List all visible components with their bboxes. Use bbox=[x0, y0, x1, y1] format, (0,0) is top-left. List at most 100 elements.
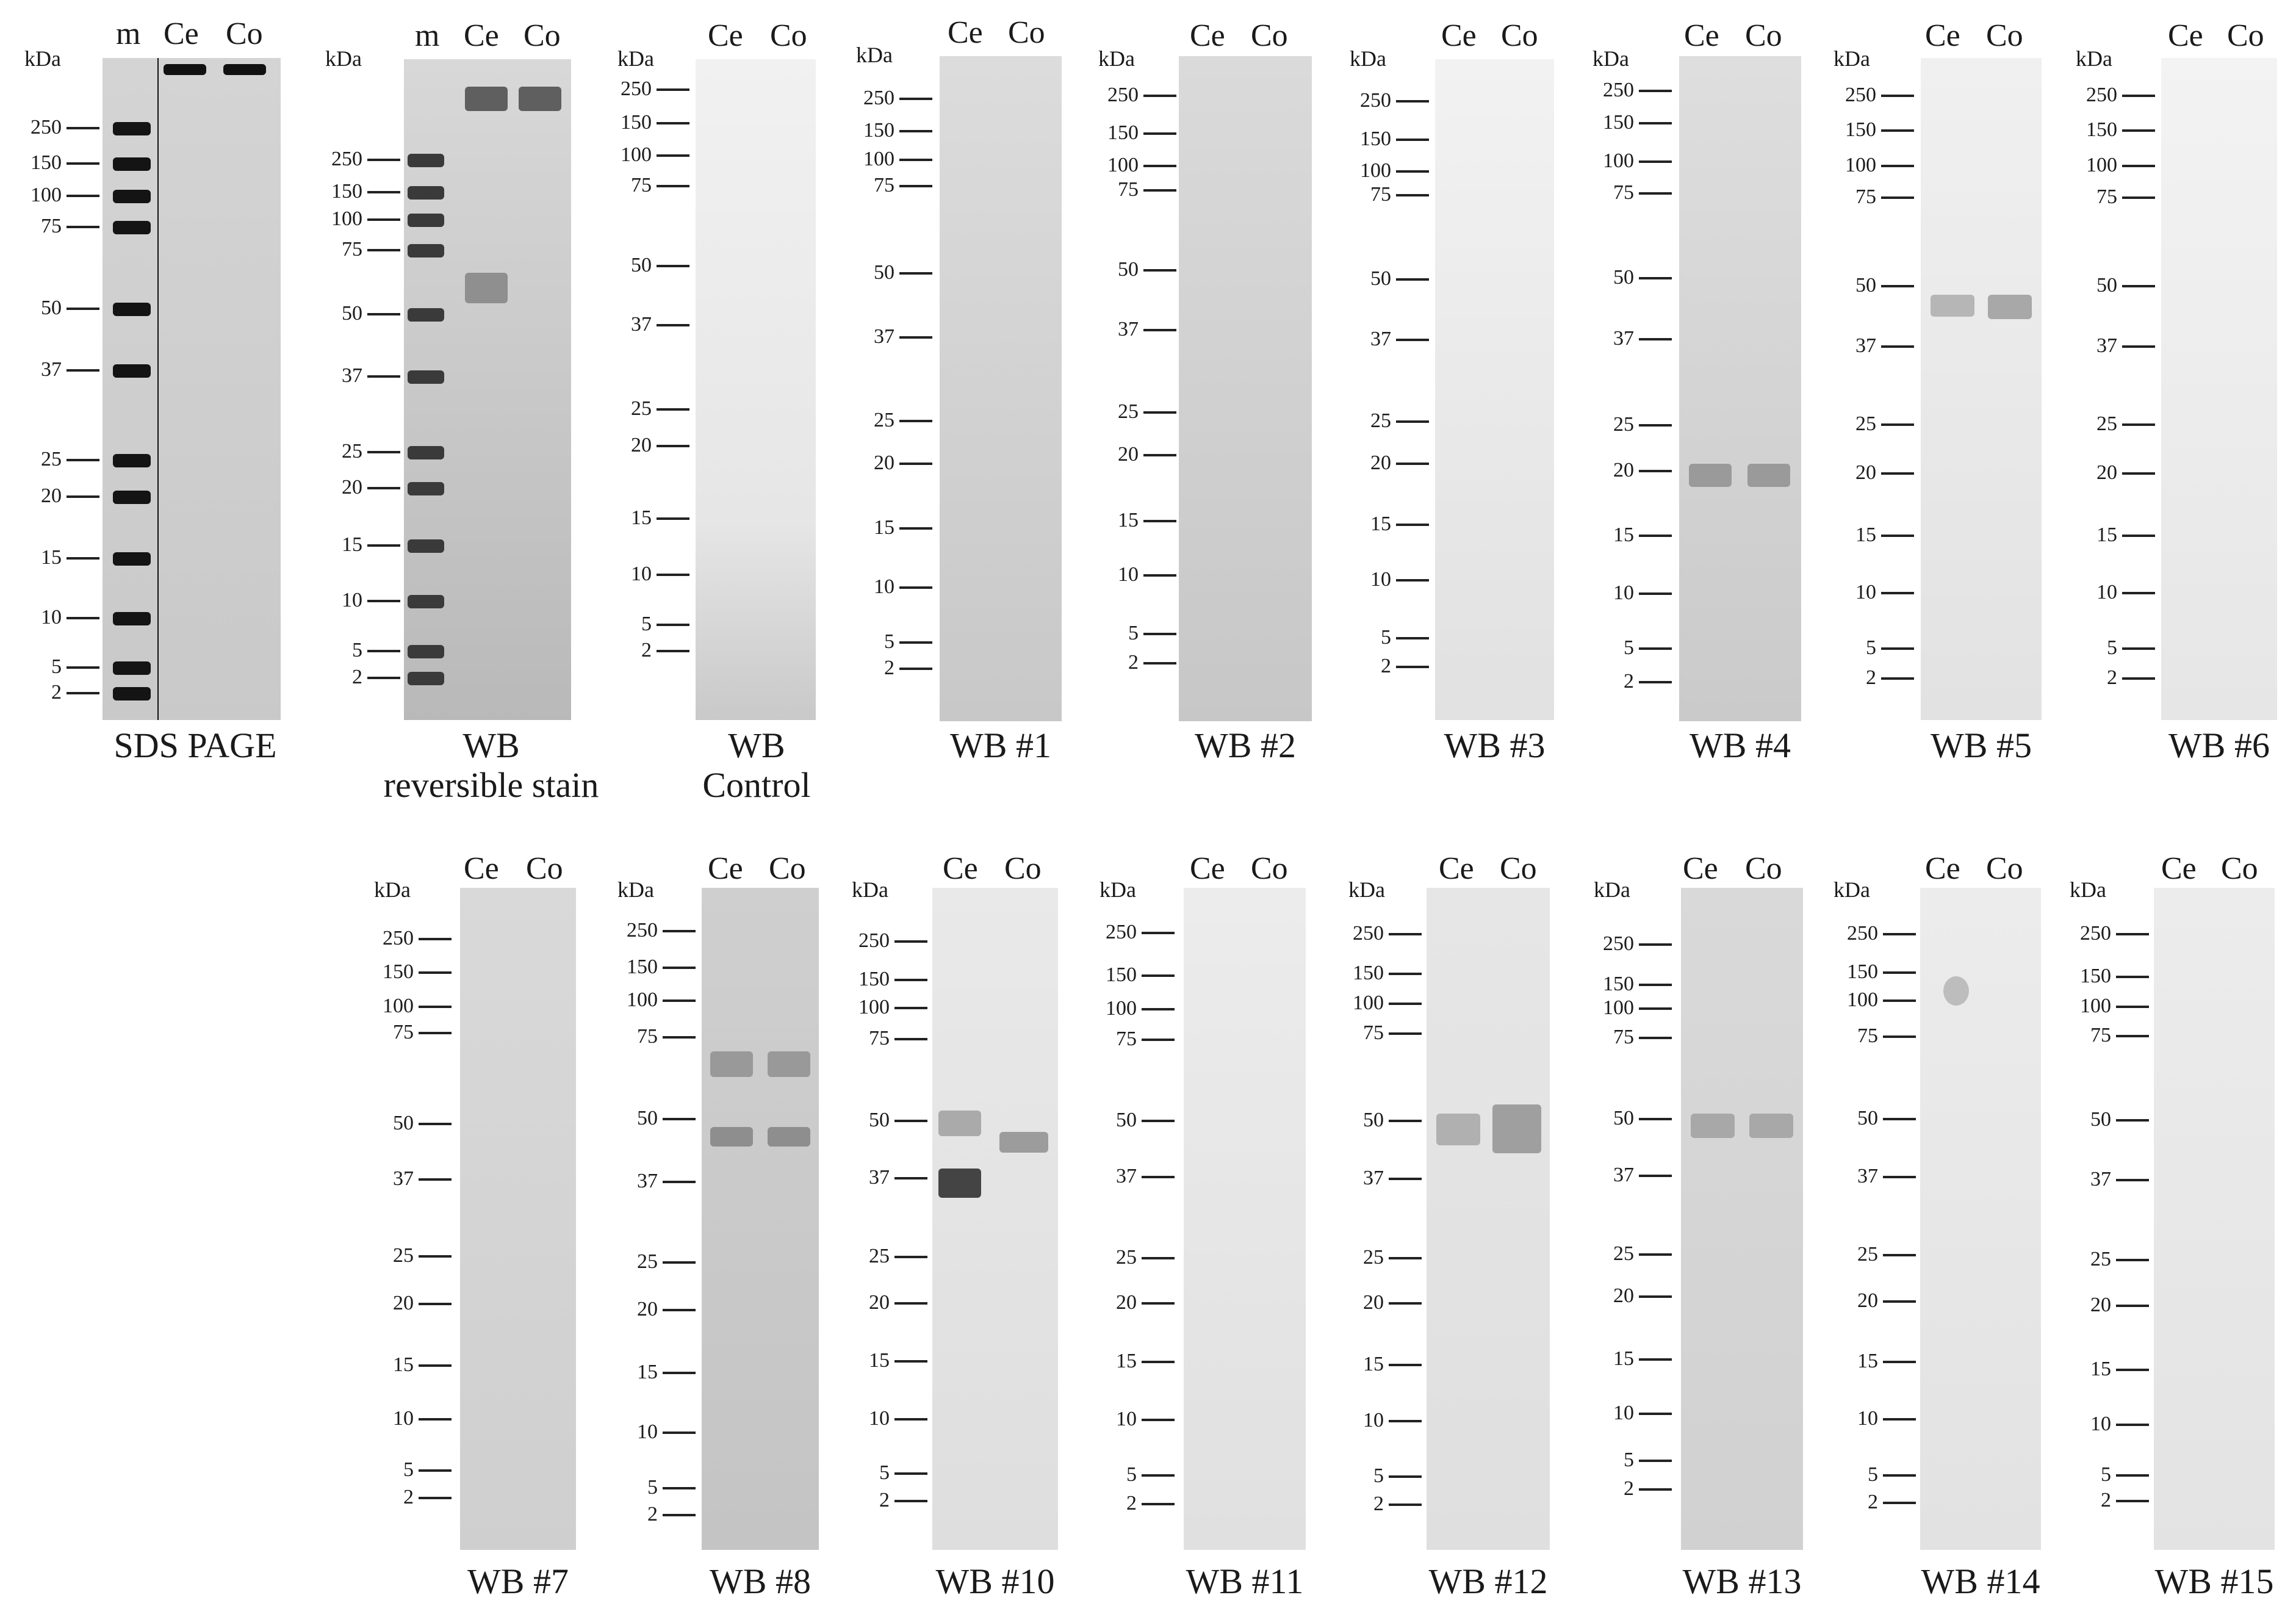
marker-tick bbox=[894, 940, 927, 943]
marker-tick bbox=[367, 159, 400, 161]
marker-label: 50 bbox=[869, 1109, 890, 1131]
marker-label: 15 bbox=[1118, 509, 1139, 531]
lane-label-co: Co bbox=[526, 851, 563, 886]
marker-tick bbox=[67, 495, 99, 498]
marker-tick bbox=[1881, 95, 1914, 97]
marker-label: 50 bbox=[342, 302, 362, 325]
lane-label-ce: Ce bbox=[164, 16, 199, 51]
marker-label: 2 bbox=[1126, 1492, 1137, 1514]
caption-line-2: reversible stain bbox=[383, 765, 599, 805]
marker-label: 15 bbox=[869, 1349, 890, 1372]
marker-label: 100 bbox=[1107, 154, 1139, 176]
marker-tick bbox=[1389, 1257, 1422, 1259]
marker-tick bbox=[899, 420, 932, 422]
marker-label: 15 bbox=[342, 533, 362, 556]
marker-tick bbox=[1639, 192, 1672, 195]
ladder-band bbox=[408, 539, 444, 553]
marker-tick bbox=[2116, 1179, 2149, 1181]
marker-tick bbox=[663, 999, 696, 1002]
ladder-band bbox=[113, 122, 151, 135]
marker-tick bbox=[2116, 1006, 2149, 1008]
panel-caption: WB #13 bbox=[1682, 1561, 1802, 1601]
marker-label: 5 bbox=[1373, 1464, 1384, 1487]
marker-tick bbox=[2116, 1500, 2149, 1502]
marker-tick bbox=[1639, 122, 1672, 124]
ladder-band bbox=[113, 364, 151, 378]
marker-label: 15 bbox=[637, 1361, 658, 1383]
marker-tick bbox=[419, 938, 452, 940]
marker-label: 100 bbox=[383, 995, 414, 1017]
marker-tick bbox=[1639, 1413, 1672, 1415]
marker-label: 250 bbox=[621, 77, 652, 100]
membrane-image bbox=[702, 888, 819, 1550]
panel-caption: WB #4 bbox=[1690, 726, 1791, 765]
marker-label: 25 bbox=[1855, 412, 1876, 435]
marker-label: 5 bbox=[352, 639, 362, 661]
marker-label: 2 bbox=[51, 681, 62, 704]
marker-label: 50 bbox=[1363, 1109, 1384, 1131]
marker-label: 10 bbox=[41, 606, 62, 628]
marker-tick bbox=[1883, 1474, 1916, 1477]
marker-label: 25 bbox=[869, 1245, 890, 1267]
marker-tick bbox=[67, 666, 99, 669]
marker-tick bbox=[1639, 424, 1672, 427]
kda-label: kDa bbox=[1098, 46, 1135, 71]
marker-label: 15 bbox=[1116, 1350, 1137, 1372]
marker-tick bbox=[1142, 1302, 1175, 1305]
marker-tick bbox=[1883, 1035, 1916, 1038]
marker-label: 2 bbox=[352, 666, 362, 688]
marker-label: 15 bbox=[393, 1353, 414, 1376]
caption-line-2: Control bbox=[702, 765, 811, 805]
marker-tick bbox=[663, 1372, 696, 1374]
marker-tick bbox=[1396, 278, 1429, 281]
marker-label: 50 bbox=[1613, 1107, 1634, 1129]
marker-tick bbox=[899, 185, 932, 187]
marker-label: 25 bbox=[637, 1250, 658, 1273]
marker-tick bbox=[894, 1256, 927, 1258]
marker-label: 37 bbox=[1363, 1167, 1384, 1189]
marker-tick bbox=[367, 249, 400, 251]
marker-tick bbox=[1881, 129, 1914, 132]
marker-tick bbox=[367, 313, 400, 315]
marker-tick bbox=[899, 641, 932, 644]
marker-label: 15 bbox=[2096, 524, 2117, 546]
marker-label: 25 bbox=[2090, 1248, 2111, 1270]
marker-label: 5 bbox=[403, 1458, 414, 1481]
panel-caption: WB #10 bbox=[935, 1561, 1055, 1601]
kda-label: kDa bbox=[1834, 46, 1870, 71]
marker-tick bbox=[657, 265, 689, 267]
marker-tick bbox=[1883, 1361, 1916, 1363]
marker-tick bbox=[1881, 285, 1914, 287]
marker-label: 15 bbox=[1857, 1350, 1878, 1372]
kda-label: kDa bbox=[1594, 877, 1630, 902]
marker-label: 150 bbox=[1845, 118, 1876, 141]
marker-label: 250 bbox=[1360, 89, 1391, 112]
marker-tick bbox=[2122, 647, 2155, 650]
marker-label: 2 bbox=[2107, 666, 2117, 689]
marker-label: 2 bbox=[879, 1489, 890, 1511]
membrane-image bbox=[1435, 59, 1554, 720]
marker-label: 37 bbox=[2090, 1168, 2111, 1190]
marker-label: 10 bbox=[1855, 581, 1876, 603]
marker-label: 50 bbox=[2090, 1108, 2111, 1131]
marker-tick bbox=[1883, 1502, 1916, 1504]
marker-label: 50 bbox=[637, 1107, 658, 1129]
lane-label-co: Co bbox=[524, 18, 561, 53]
marker-label: 75 bbox=[1370, 183, 1391, 206]
marker-label: 2 bbox=[1624, 1477, 1634, 1500]
caption-line-1: WB bbox=[462, 726, 520, 765]
marker-tick bbox=[899, 272, 932, 275]
marker-label: 15 bbox=[2090, 1358, 2111, 1380]
marker-tick bbox=[367, 375, 400, 378]
marker-label: 25 bbox=[1613, 1242, 1634, 1265]
membrane-image bbox=[1184, 888, 1306, 1550]
marker-label: 75 bbox=[874, 174, 894, 196]
marker-label: 10 bbox=[1613, 1402, 1634, 1424]
marker-label: 75 bbox=[1855, 185, 1876, 208]
marker-tick bbox=[1881, 345, 1914, 348]
marker-label: 250 bbox=[863, 87, 894, 109]
marker-tick bbox=[1881, 196, 1914, 199]
marker-tick bbox=[67, 692, 99, 694]
lane-label-co: Co bbox=[226, 16, 263, 51]
marker-label: 250 bbox=[627, 919, 658, 942]
